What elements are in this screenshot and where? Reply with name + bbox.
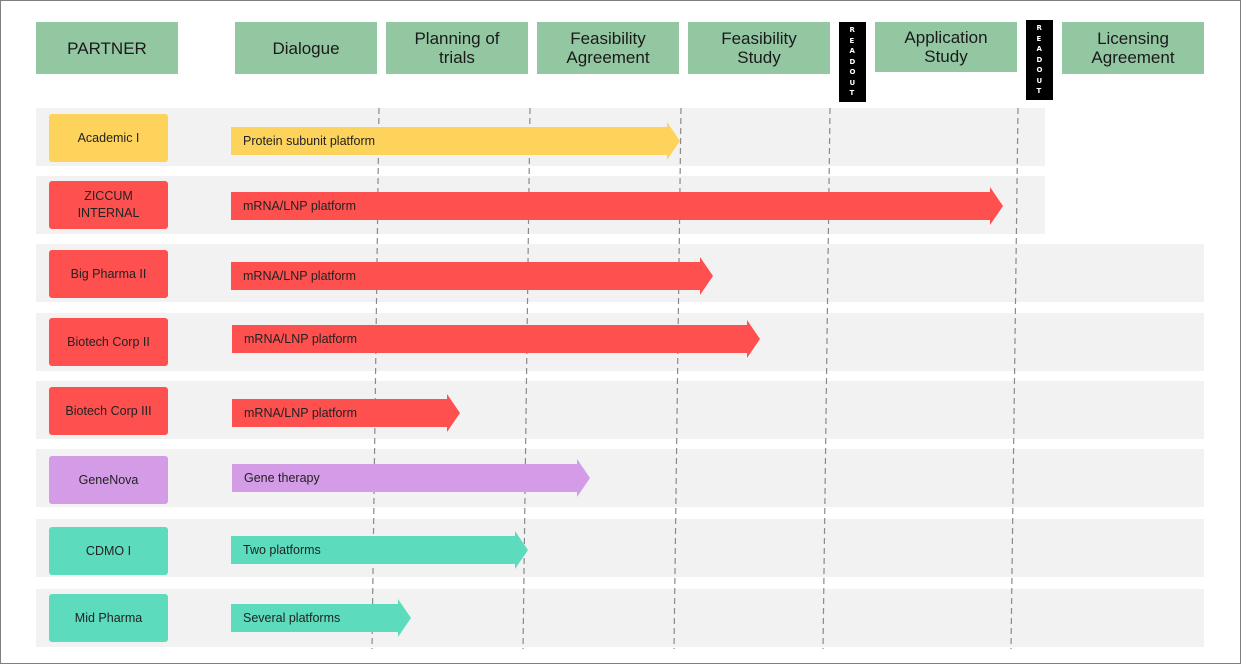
arrow-academic-i: Protein subunit platform <box>231 122 680 160</box>
platform-label: mRNA/LNP platform <box>244 332 357 346</box>
platform-label: mRNA/LNP platform <box>244 406 357 420</box>
arrow-head <box>667 122 680 160</box>
arrow-shaft <box>231 262 700 290</box>
arrow-head <box>447 394 460 432</box>
platform-label: Several platforms <box>243 611 341 625</box>
platform-label: Gene therapy <box>244 471 320 485</box>
arrow-head <box>515 531 528 569</box>
arrow-big-pharma-ii: mRNA/LNP platform <box>231 257 713 295</box>
partner-biotech-corp-iii: Biotech Corp III <box>49 387 168 435</box>
platform-label: mRNA/LNP platform <box>243 199 356 213</box>
partner-ziccum-internal: ZICCUM INTERNAL <box>49 181 168 229</box>
arrow-biotech-corp-iii: mRNA/LNP platform <box>232 394 460 432</box>
arrow-head <box>700 257 713 295</box>
platform-label: mRNA/LNP platform <box>243 269 356 283</box>
platform-label: Two platforms <box>243 543 321 557</box>
row-band-mid-pharma <box>36 589 1204 647</box>
header-feasibility-study: Feasibility Study <box>688 22 830 74</box>
arrow-shaft <box>231 536 515 564</box>
arrow-cdmo-i: Two platforms <box>231 531 528 569</box>
divider-application-study-readout <box>1010 107 1019 650</box>
divider-dialogue-planning <box>371 107 380 650</box>
arrow-head <box>398 599 411 637</box>
arrow-shaft <box>231 127 667 155</box>
partner-mid-pharma: Mid Pharma <box>49 594 168 642</box>
arrow-mid-pharma: Several platforms <box>231 599 411 637</box>
header-licensing-agreement: Licensing Agreement <box>1062 22 1204 74</box>
partner-cdmo-i: CDMO I <box>49 527 168 575</box>
arrow-head <box>990 187 1003 225</box>
arrow-shaft <box>232 399 447 427</box>
header-partner: PARTNER <box>36 22 178 74</box>
arrow-shaft <box>231 192 990 220</box>
header-application-study: Application Study <box>875 22 1017 72</box>
header-feasibility-agreement: Feasibility Agreement <box>537 22 679 74</box>
divider-feasibility-agreement-study <box>673 107 682 650</box>
header-planning-of-trials: Planning of trials <box>386 22 528 74</box>
arrow-genenova: Gene therapy <box>232 459 590 497</box>
arrow-shaft <box>232 464 577 492</box>
arrow-head <box>747 320 760 358</box>
partner-academic-i: Academic I <box>49 114 168 162</box>
arrow-shaft <box>231 604 398 632</box>
row-band-cdmo-i <box>36 519 1204 577</box>
platform-label: Protein subunit platform <box>243 134 376 148</box>
header-dialogue: Dialogue <box>235 22 377 74</box>
divider-feasibility-study-readout <box>822 107 831 650</box>
partner-big-pharma-ii: Big Pharma II <box>49 250 168 298</box>
arrow-biotech-corp-ii: mRNA/LNP platform <box>232 320 760 358</box>
partner-genenova: GeneNova <box>49 456 168 504</box>
arrow-ziccum-internal: mRNA/LNP platform <box>231 187 1003 225</box>
row-band-biotech-corp-iii <box>36 381 1204 439</box>
row-band-genenova <box>36 449 1204 507</box>
arrow-shaft <box>232 325 747 353</box>
partner-biotech-corp-ii: Biotech Corp II <box>49 318 168 366</box>
arrow-head <box>577 459 590 497</box>
